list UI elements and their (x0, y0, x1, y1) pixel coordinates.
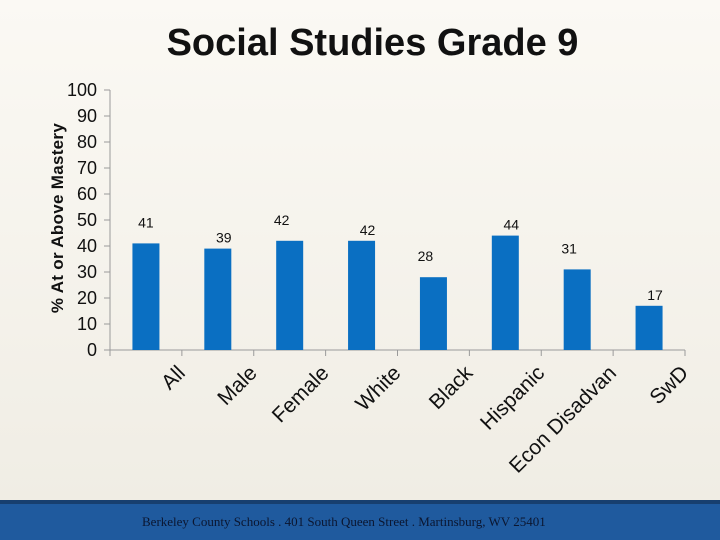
data-label: 17 (647, 287, 663, 303)
y-tick-label: 40 (77, 236, 97, 256)
bar (563, 269, 591, 350)
data-label: 44 (504, 217, 520, 233)
y-tick-label: 90 (77, 106, 97, 126)
y-tick-label: 80 (77, 132, 97, 152)
category-label: Hispanic (476, 361, 549, 434)
category-label: Female (268, 361, 334, 427)
data-label: 42 (360, 222, 376, 238)
category-label: White (351, 361, 405, 415)
bar (276, 240, 304, 350)
data-label: 39 (216, 230, 232, 246)
data-label: 42 (274, 212, 290, 228)
y-tick-label: 50 (77, 210, 97, 230)
category-label: All (157, 361, 190, 394)
footer-bar: Berkeley County Schools . 401 South Quee… (0, 500, 720, 540)
y-tick-label: 60 (77, 184, 97, 204)
bar (348, 240, 376, 350)
y-tick-label: 0 (87, 340, 97, 360)
y-tick-label: 30 (77, 262, 97, 282)
bar (132, 243, 160, 350)
data-label: 31 (561, 240, 577, 256)
bar (419, 277, 447, 350)
y-tick-label: 10 (77, 314, 97, 334)
footer-text: Berkeley County Schools . 401 South Quee… (142, 514, 546, 529)
y-tick-label: 70 (77, 158, 97, 178)
y-tick-label: 100 (67, 80, 97, 100)
category-label: Male (213, 361, 261, 409)
data-label: 28 (418, 248, 434, 264)
bar (635, 305, 663, 350)
data-label: 41 (138, 214, 154, 230)
bar-chart: 0 10 20 30 40 50 60 70 80 90 100 41 All 39 Male 42 Femal… (67, 80, 693, 478)
chart-title: Social Studies Grade 9 (166, 22, 579, 64)
bar (204, 248, 232, 350)
category-label: SwD (645, 361, 693, 409)
bar (491, 235, 519, 350)
y-tick-label: 20 (77, 288, 97, 308)
category-label: Black (425, 361, 478, 414)
